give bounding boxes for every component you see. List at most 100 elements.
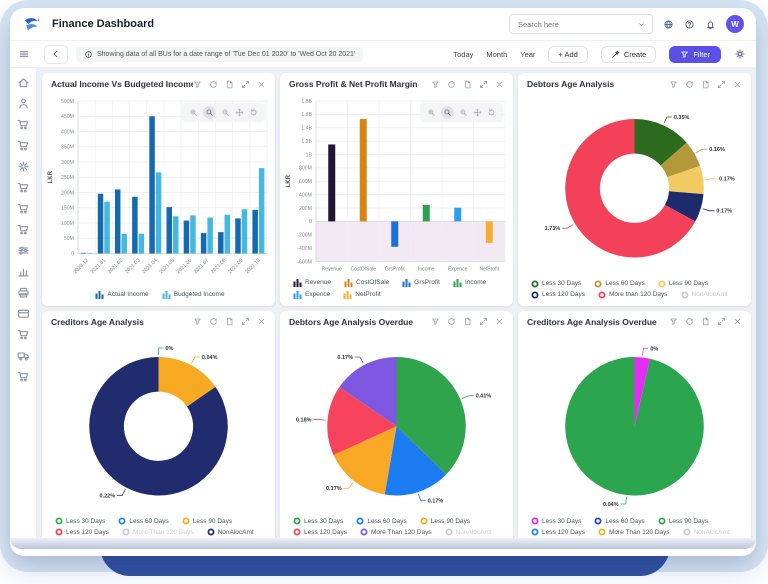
- gear-icon[interactable]: [734, 48, 746, 60]
- legend-item[interactable]: Less 30 Days: [531, 280, 581, 288]
- expand-icon[interactable]: [241, 80, 250, 89]
- legend-item[interactable]: More than 120 Days: [598, 291, 668, 299]
- zoom-box-icon[interactable]: [203, 106, 216, 119]
- back-button[interactable]: [44, 44, 68, 64]
- legend-item[interactable]: NonAlocAmt: [683, 528, 730, 536]
- sidebar-item-cart[interactable]: [17, 181, 30, 194]
- export-icon[interactable]: [463, 317, 472, 326]
- sidebar-item-home[interactable]: [17, 76, 30, 89]
- range-button-year[interactable]: Year: [520, 49, 536, 59]
- legend-item[interactable]: Less 120 Days: [55, 528, 109, 536]
- legend-item[interactable]: Less 60 Days: [594, 280, 645, 288]
- hamburger-icon[interactable]: [18, 48, 30, 60]
- export-icon[interactable]: [701, 317, 710, 326]
- legend-item[interactable]: CostOfSale: [344, 278, 389, 287]
- create-button[interactable]: Create: [600, 45, 657, 63]
- legend-item[interactable]: GrsProfit: [402, 278, 440, 287]
- sidebar-item-gear[interactable]: [17, 160, 30, 173]
- export-icon[interactable]: [701, 80, 710, 89]
- sidebar-item-card[interactable]: [17, 307, 30, 320]
- legend-item[interactable]: More Than 120 Days: [122, 528, 194, 536]
- legend-item[interactable]: Income: [453, 278, 486, 287]
- filter-button[interactable]: Filter: [669, 45, 721, 63]
- legend-item[interactable]: Less 120 Days: [293, 528, 347, 536]
- filter-icon[interactable]: [193, 80, 202, 89]
- pan-icon[interactable]: [235, 108, 244, 117]
- range-button-today[interactable]: Today: [453, 49, 474, 59]
- add-button[interactable]: + Add: [548, 45, 588, 63]
- sidebar-item-sliders[interactable]: [17, 244, 30, 257]
- sidebar-item-cart[interactable]: [17, 370, 30, 383]
- expand-icon[interactable]: [717, 80, 726, 89]
- filter-icon[interactable]: [431, 317, 440, 326]
- sidebar-item-printer[interactable]: [17, 286, 30, 299]
- legend-item[interactable]: Less 30 Days: [531, 517, 581, 525]
- legend-item[interactable]: Less 90 Days: [182, 517, 232, 525]
- legend-item[interactable]: Less 60 Days: [594, 517, 645, 525]
- sidebar-item-truck[interactable]: [17, 349, 30, 362]
- close-icon[interactable]: [733, 80, 742, 89]
- legend-item[interactable]: NonAlocAmt: [207, 528, 254, 536]
- search-box[interactable]: [509, 14, 653, 34]
- legend-item[interactable]: NonAlocAmt: [445, 528, 492, 536]
- reset-icon[interactable]: [487, 108, 496, 117]
- refresh-icon[interactable]: [209, 80, 218, 89]
- reset-icon[interactable]: [249, 108, 258, 117]
- zoom-in-icon[interactable]: [189, 108, 198, 117]
- zoom-out-icon[interactable]: [221, 108, 230, 117]
- close-icon[interactable]: [733, 317, 742, 326]
- legend-item[interactable]: Less 90 Days: [420, 517, 470, 525]
- close-icon[interactable]: [495, 317, 504, 326]
- sidebar-item-cart[interactable]: [17, 118, 30, 131]
- bell-icon[interactable]: [705, 19, 716, 30]
- legend-item[interactable]: Less 60 Days: [356, 517, 407, 525]
- legend-item[interactable]: More Than 120 Days: [360, 528, 432, 536]
- legend-item[interactable]: Budgeted Income: [162, 290, 225, 299]
- zoom-out-icon[interactable]: [459, 108, 468, 117]
- refresh-icon[interactable]: [447, 317, 456, 326]
- legend-item[interactable]: Less 60 Days: [118, 517, 169, 525]
- refresh-icon[interactable]: [447, 80, 456, 89]
- refresh-icon[interactable]: [685, 80, 694, 89]
- sidebar-item-cart[interactable]: [17, 328, 30, 341]
- legend-item[interactable]: NonAlocAmt: [681, 291, 728, 299]
- filter-icon[interactable]: [193, 317, 202, 326]
- export-icon[interactable]: [463, 80, 472, 89]
- legend-item[interactable]: Less 30 Days: [55, 517, 105, 525]
- legend-item[interactable]: Less 90 Days: [658, 280, 708, 288]
- legend-item[interactable]: Less 90 Days: [658, 517, 708, 525]
- expand-icon[interactable]: [479, 317, 488, 326]
- expand-icon[interactable]: [479, 80, 488, 89]
- legend-item[interactable]: Less 30 Days: [293, 517, 343, 525]
- legend-item[interactable]: Less 120 Days: [531, 528, 585, 536]
- close-icon[interactable]: [257, 80, 266, 89]
- zoom-in-icon[interactable]: [427, 108, 436, 117]
- sidebar-item-cart[interactable]: [17, 139, 30, 152]
- expand-icon[interactable]: [717, 317, 726, 326]
- zoom-box-icon[interactable]: [441, 106, 454, 119]
- range-button-month[interactable]: Month: [486, 49, 508, 59]
- globe-icon[interactable]: [663, 19, 674, 30]
- refresh-icon[interactable]: [209, 317, 218, 326]
- search-input[interactable]: [516, 18, 631, 30]
- legend-item[interactable]: NetProfit: [343, 290, 381, 299]
- export-icon[interactable]: [225, 80, 234, 89]
- chevron-down-icon[interactable]: [637, 20, 646, 29]
- legend-item[interactable]: Actual Income: [95, 290, 149, 299]
- expand-icon[interactable]: [241, 317, 250, 326]
- filter-icon[interactable]: [431, 80, 440, 89]
- legend-item[interactable]: Expence: [293, 290, 330, 299]
- export-icon[interactable]: [225, 317, 234, 326]
- close-icon[interactable]: [495, 80, 504, 89]
- sidebar-item-chart[interactable]: [17, 265, 30, 278]
- avatar[interactable]: W: [726, 15, 744, 33]
- legend-item[interactable]: Revenue: [293, 278, 331, 287]
- close-icon[interactable]: [257, 317, 266, 326]
- sidebar-item-org[interactable]: [17, 97, 30, 110]
- filter-icon[interactable]: [669, 317, 678, 326]
- filter-icon[interactable]: [669, 80, 678, 89]
- help-icon[interactable]: [684, 19, 695, 30]
- sidebar-item-cart[interactable]: [17, 223, 30, 236]
- refresh-icon[interactable]: [685, 317, 694, 326]
- sidebar-item-cart[interactable]: [17, 202, 30, 215]
